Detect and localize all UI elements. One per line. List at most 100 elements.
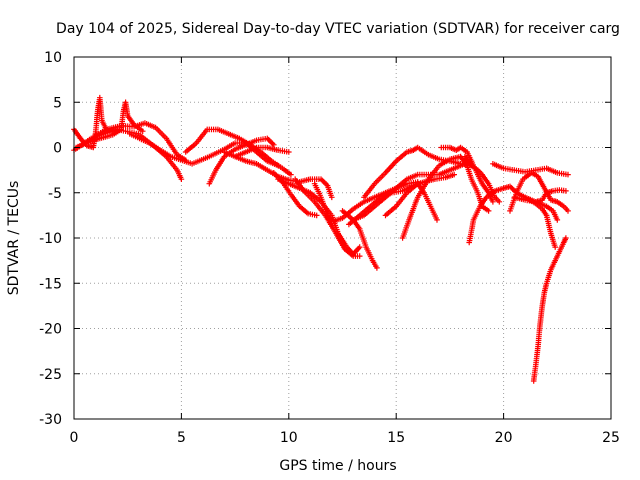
x-tick-label: 0 (70, 430, 79, 446)
data-point-markers (550, 208, 561, 223)
data-point-markers (356, 226, 369, 248)
data-point-markers (410, 145, 419, 153)
data-point-markers (541, 282, 549, 296)
data-point-markers (539, 191, 549, 203)
data-point-markers (406, 196, 420, 223)
data-point-markers (539, 206, 549, 217)
y-tick-label: 5 (53, 95, 62, 111)
data-point-markers (253, 149, 269, 163)
data-point-markers (425, 164, 441, 182)
y-tick-label: 0 (53, 141, 62, 157)
y-tick-label: -5 (48, 186, 62, 202)
x-tick-label: 5 (177, 430, 186, 446)
data-point-markers (492, 194, 503, 205)
data-point-markers (333, 230, 347, 250)
data-point-markers (479, 171, 491, 185)
data-point-markers (382, 159, 398, 176)
data-point-markers (371, 195, 387, 210)
y-axis-label: SDTVAR / TECUs (6, 181, 22, 296)
points-layer (71, 94, 571, 384)
data-point-markers (520, 171, 533, 182)
data-point-markers (350, 213, 365, 223)
data-point-markers (404, 172, 419, 182)
data-point-markers (552, 250, 562, 264)
data-point-markers (301, 188, 316, 203)
data-point-markers (193, 128, 209, 146)
data-point-markers (371, 190, 387, 201)
data-point-markers (522, 194, 537, 206)
data-point-markers (369, 257, 380, 271)
data-point-markers (554, 199, 565, 208)
data-point-markers (442, 171, 457, 181)
data-point-markers (371, 171, 387, 187)
data-point-markers (462, 153, 474, 167)
data-point-markers (457, 144, 469, 154)
data-point-markers (479, 180, 491, 194)
data-point-markers (122, 99, 131, 117)
data-point-markers (182, 141, 198, 155)
data-point-markers (560, 235, 569, 246)
y-tick-label: -20 (39, 322, 62, 338)
data-point-markers (142, 120, 157, 130)
data-point-markers (221, 149, 237, 159)
data-point-markers (425, 151, 441, 162)
data-point-markers (500, 165, 515, 173)
data-point-markers (483, 189, 497, 201)
x-tick-label: 10 (280, 430, 298, 446)
data-point-markers (470, 205, 482, 223)
data-point-markers (543, 203, 555, 213)
x-tick-label: 25 (602, 430, 620, 446)
data-point-markers (97, 94, 105, 122)
series-sat-08 (221, 144, 292, 160)
data-point-markers (92, 127, 118, 140)
data-point-markers (288, 191, 302, 208)
data-point-markers (258, 149, 273, 163)
data-point-markers (361, 204, 376, 219)
data-point-markers (341, 246, 355, 258)
series-sat-03 (71, 120, 189, 163)
data-point-markers (206, 147, 226, 160)
data-point-markers (127, 131, 150, 145)
series-sat-06 (182, 126, 294, 178)
data-point-markers (511, 167, 526, 175)
y-tick-label: -25 (39, 367, 62, 383)
data-point-markers (543, 212, 554, 235)
data-point-markers (356, 204, 372, 219)
data-point-markers (99, 117, 109, 131)
data-point-markers (307, 189, 323, 204)
data-point-markers (318, 176, 329, 187)
data-point-markers (447, 163, 462, 173)
data-point-markers (468, 176, 480, 194)
data-point-markers (361, 195, 376, 205)
data-point-markers (363, 244, 375, 262)
series-sat-21 (462, 153, 503, 205)
data-point-markers (548, 230, 558, 250)
series-sat-27 (530, 235, 569, 384)
data-point-markers (279, 165, 294, 178)
tick-labels: 0 5 10 15 20 25 10 5 0 -5 -10 -15 -20 -25 -30 (39, 50, 620, 446)
data-point-markers (311, 180, 323, 199)
data-point-markers (264, 144, 280, 153)
data-point-markers (206, 169, 218, 187)
data-point-markers (513, 178, 525, 196)
series-sat-12 (292, 176, 363, 259)
data-point-markers (232, 142, 247, 153)
data-point-markers (264, 135, 277, 148)
data-point-markers (539, 291, 547, 309)
data-point-markers (543, 165, 559, 175)
data-point-markers (477, 196, 489, 210)
data-point-markers (466, 219, 476, 246)
data-point-markers (464, 149, 474, 163)
data-point-markers (350, 200, 365, 212)
data-point-markers (382, 186, 398, 201)
data-point-markers (475, 171, 485, 185)
data-point-markers (292, 176, 306, 193)
series-sat-23 (490, 161, 571, 178)
data-point-markers (535, 173, 547, 190)
data-point-markers (556, 187, 569, 194)
chart-title: Day 104 of 2025, Sidereal Day-to-day VTE… (56, 21, 620, 37)
y-tick-label: -30 (39, 412, 62, 428)
data-point-markers (268, 158, 284, 170)
data-point-markers (163, 135, 179, 156)
